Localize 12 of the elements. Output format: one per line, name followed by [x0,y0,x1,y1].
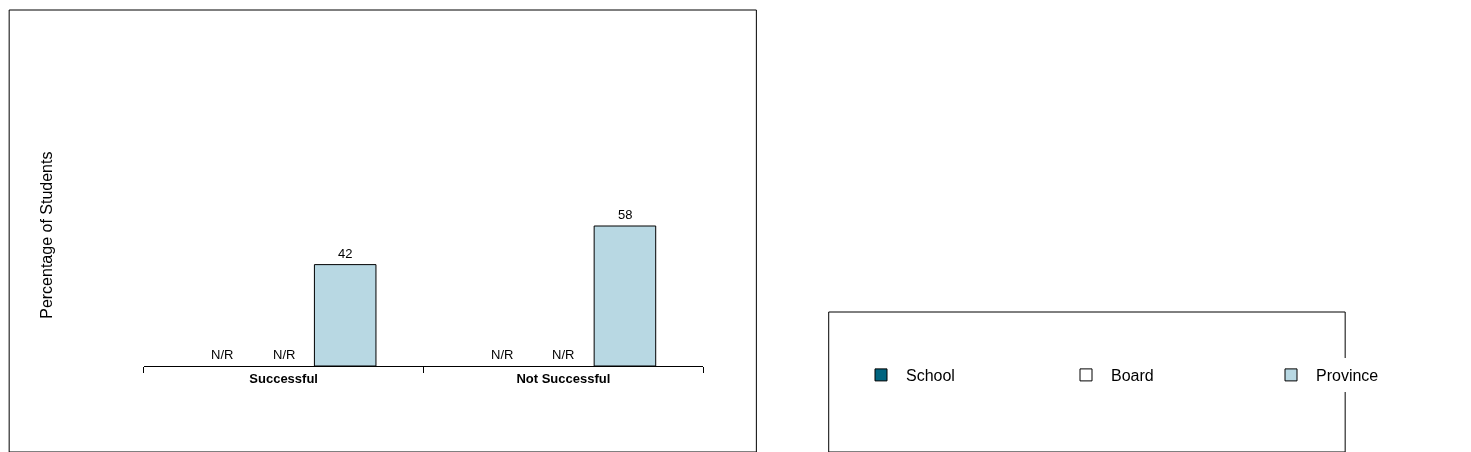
text: N/R [491,347,514,362]
legend-label: School [906,367,955,385]
legend-label: Board [1111,367,1154,385]
text: N/R [211,347,234,362]
x-tick-label: Not Successful [516,370,611,386]
data-label: 58 [618,207,633,222]
text: Percentage of Students [37,151,55,319]
data-label: 42 [338,246,353,261]
text: N/R [273,347,296,362]
x-tick-label: Successful [249,370,318,386]
legend-label: Province [1316,367,1379,385]
text: N/R [552,347,575,362]
